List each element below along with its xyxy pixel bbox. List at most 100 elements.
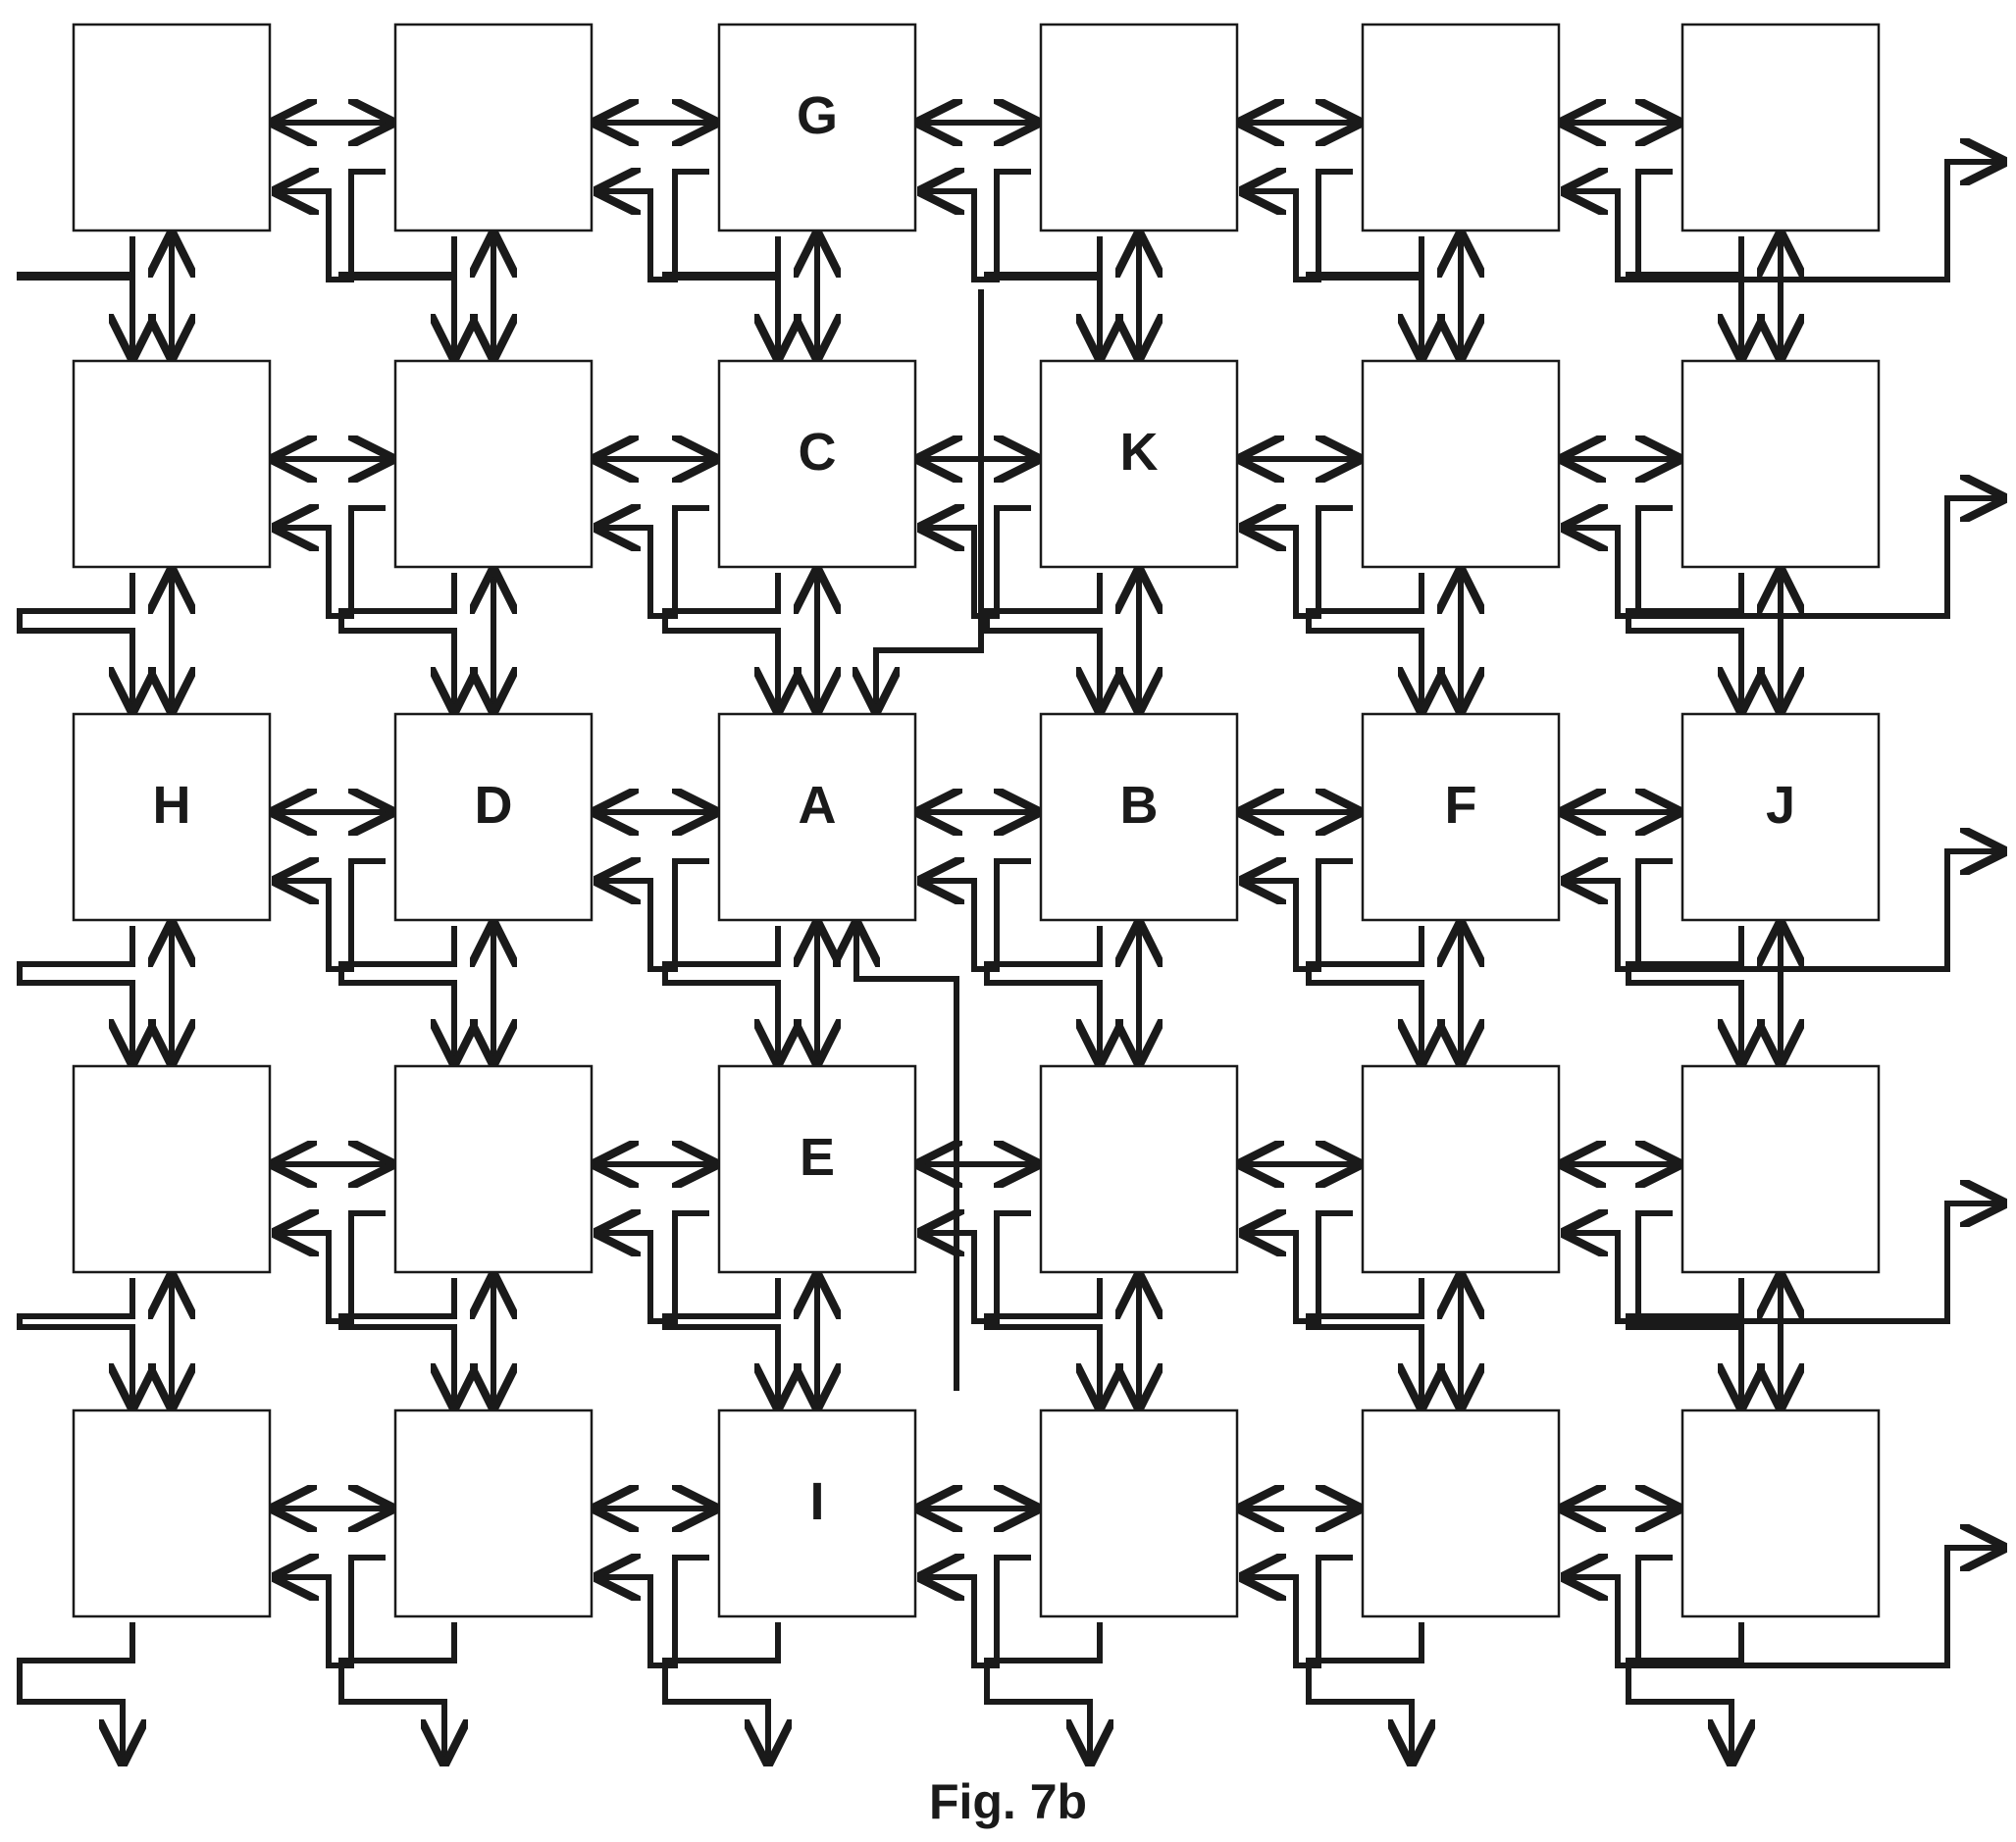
wrap-link-left (1567, 861, 1673, 969)
node-r0-c4 (1363, 25, 1559, 230)
bottom-output-link (341, 1622, 454, 1761)
bottom-output-link (1628, 1622, 1741, 1761)
node-r0-c5 (1682, 25, 1879, 230)
node-label: D (475, 776, 513, 835)
node-r4-c0 (74, 1410, 270, 1616)
wrap-link-left (1245, 1213, 1353, 1321)
node-box (1682, 1066, 1879, 1272)
node-box (1041, 25, 1237, 230)
node-box (1041, 1410, 1237, 1616)
wrap-link-left (1567, 1558, 1673, 1665)
wrap-link-down (1309, 1278, 1422, 1405)
wrap-link-down (1628, 926, 1741, 1060)
node-r1-c3: K (1041, 361, 1237, 567)
wrap-link-left (1245, 172, 1353, 280)
wrap-link-left (1567, 1213, 1673, 1321)
bottom-output-link (1309, 1622, 1422, 1761)
wrap-link-down (1309, 926, 1422, 1060)
wrap-link-left (1245, 508, 1353, 616)
wrap-link-left (923, 1558, 1031, 1665)
wrap-link-down (665, 236, 778, 355)
node-r3-c2: E (719, 1066, 915, 1272)
node-r2-c3: B (1041, 714, 1237, 920)
node-r2-c4: F (1363, 714, 1559, 920)
node-label: K (1120, 423, 1159, 482)
node-r2-c2: A (719, 714, 915, 920)
node-label: C (799, 423, 837, 482)
wrap-link-down (1628, 236, 1741, 355)
node-r2-c5: J (1682, 714, 1879, 920)
wrap-link-down (341, 1278, 454, 1405)
wrap-link-down (665, 926, 778, 1060)
node-r1-c5 (1682, 361, 1879, 567)
wrap-link-left (599, 508, 709, 616)
wrap-link-left (278, 1558, 386, 1665)
wrap-link-left (923, 508, 1031, 616)
node-box (74, 1066, 270, 1272)
node-r0-c1 (395, 25, 592, 230)
wrap-link-left (923, 861, 1031, 969)
figure-caption: Fig. 7b (0, 1773, 2016, 1830)
node-r3-c1 (395, 1066, 592, 1272)
wrap-link-left (599, 1558, 709, 1665)
node-r3-c5 (1682, 1066, 1879, 1272)
node-r0-c3 (1041, 25, 1237, 230)
wrap-link-left (278, 508, 386, 616)
wrap-link-left (923, 172, 1031, 280)
node-r4-c3 (1041, 1410, 1237, 1616)
node-box (1363, 1410, 1559, 1616)
node-label: B (1120, 776, 1159, 835)
wrap-link-left (599, 861, 709, 969)
wrap-link-left (1245, 861, 1353, 969)
node-r4-c1 (395, 1410, 592, 1616)
wrap-link-down (20, 926, 132, 1060)
node-r0-c2: G (719, 25, 915, 230)
node-r4-c2: I (719, 1410, 915, 1616)
wrap-link-left (278, 861, 386, 969)
node-r4-c5 (1682, 1410, 1879, 1616)
node-r1-c4 (1363, 361, 1559, 567)
wrap-link-down (665, 1278, 778, 1405)
node-r2-c0: H (74, 714, 270, 920)
wrap-link-left (278, 172, 386, 280)
node-label: F (1445, 776, 1477, 835)
bottom-output-link (20, 1622, 132, 1761)
node-r0-c0 (74, 25, 270, 230)
node-box (1363, 361, 1559, 567)
node-label: E (800, 1128, 835, 1187)
wrap-link-left (1567, 172, 1673, 280)
node-r1-c2: C (719, 361, 915, 567)
node-box (74, 361, 270, 567)
wrap-link-down (20, 573, 132, 708)
wrap-link-down (20, 1278, 132, 1405)
node-r3-c0 (74, 1066, 270, 1272)
node-label: J (1766, 776, 1795, 835)
node-r1-c0 (74, 361, 270, 567)
node-box (1363, 1066, 1559, 1272)
wrap-link-down (341, 926, 454, 1060)
wrap-link-down (1309, 573, 1422, 708)
node-box (395, 361, 592, 567)
wrap-link-down (20, 236, 132, 355)
wrap-link-left (599, 172, 709, 280)
node-r2-c1: D (395, 714, 592, 920)
node-label: A (799, 776, 837, 835)
node-box (1682, 25, 1879, 230)
node-box (1041, 1066, 1237, 1272)
node-box (1682, 361, 1879, 567)
wrap-link-left (1567, 508, 1673, 616)
wrap-link-down (1628, 1278, 1741, 1405)
wrap-link-left (1245, 1558, 1353, 1665)
wrap-link-down (1628, 573, 1741, 708)
node-box (395, 1066, 592, 1272)
node-label: I (809, 1472, 824, 1531)
wrap-link-down (987, 1278, 1100, 1405)
wrap-link-down (341, 236, 454, 355)
node-r4-c4 (1363, 1410, 1559, 1616)
node-box (395, 1410, 592, 1616)
node-box (74, 25, 270, 230)
wrap-link-down (987, 926, 1100, 1060)
node-box (1682, 1410, 1879, 1616)
wrap-link-down (987, 573, 1100, 708)
